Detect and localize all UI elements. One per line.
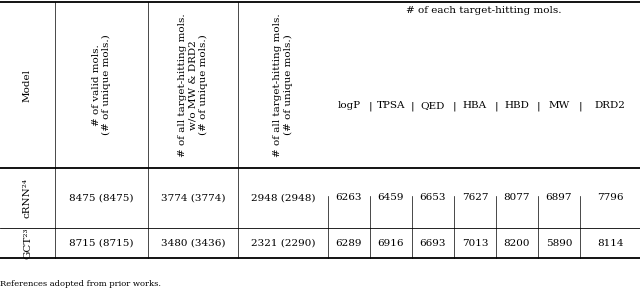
Text: 6916: 6916 (378, 239, 404, 248)
Text: # of each target-hitting mols.: # of each target-hitting mols. (406, 6, 562, 15)
Text: 6693: 6693 (420, 239, 446, 248)
Text: 6897: 6897 (546, 194, 572, 203)
Text: HBD: HBD (504, 102, 529, 111)
Text: 8715 (8715): 8715 (8715) (69, 239, 134, 248)
Text: 6289: 6289 (336, 239, 362, 248)
Text: |: | (578, 101, 582, 111)
Text: |: | (452, 101, 456, 111)
Text: HBA: HBA (463, 102, 487, 111)
Text: |: | (368, 101, 372, 111)
Text: |: | (536, 101, 540, 111)
Text: 8114: 8114 (596, 239, 623, 248)
Text: 7796: 7796 (596, 194, 623, 203)
Text: 5890: 5890 (546, 239, 572, 248)
Text: TPSA: TPSA (377, 102, 405, 111)
Text: 8077: 8077 (504, 194, 531, 203)
Text: References adopted from prior works.: References adopted from prior works. (0, 280, 161, 288)
Text: 7013: 7013 (461, 239, 488, 248)
Text: 8475 (8475): 8475 (8475) (69, 194, 134, 203)
Text: |: | (494, 101, 498, 111)
Text: cRNN²⁴: cRNN²⁴ (23, 178, 32, 218)
Text: # of all target-hitting mols.
w/o MW & DRD2
(# of unique mols.): # of all target-hitting mols. w/o MW & D… (178, 13, 208, 157)
Text: 6653: 6653 (420, 194, 446, 203)
Text: 6263: 6263 (336, 194, 362, 203)
Text: # of all target-hitting mols.
(# of unique mols.): # of all target-hitting mols. (# of uniq… (273, 13, 292, 157)
Text: 2321 (2290): 2321 (2290) (251, 239, 316, 248)
Text: MW: MW (548, 102, 570, 111)
Text: 8200: 8200 (504, 239, 531, 248)
Text: # of valid mols.
(# of unique mols.): # of valid mols. (# of unique mols.) (92, 35, 111, 135)
Text: 3480 (3436): 3480 (3436) (161, 239, 225, 248)
Text: Model: Model (23, 68, 32, 102)
Text: 7627: 7627 (461, 194, 488, 203)
Text: 6459: 6459 (378, 194, 404, 203)
Text: |: | (410, 101, 414, 111)
Text: logP: logP (337, 102, 360, 111)
Text: QED: QED (421, 102, 445, 111)
Text: 2948 (2948): 2948 (2948) (251, 194, 316, 203)
Text: DRD2: DRD2 (595, 102, 625, 111)
Text: 3774 (3774): 3774 (3774) (161, 194, 225, 203)
Text: GCT²³: GCT²³ (23, 227, 32, 259)
